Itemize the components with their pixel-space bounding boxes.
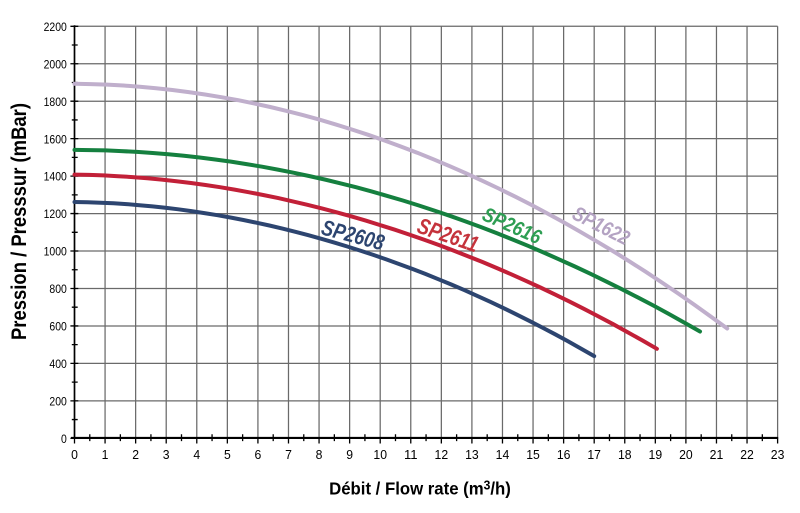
svg-text:200: 200 bbox=[49, 394, 66, 408]
svg-text:2: 2 bbox=[132, 447, 139, 462]
svg-text:6: 6 bbox=[255, 447, 262, 462]
svg-text:11: 11 bbox=[404, 447, 418, 462]
svg-text:19: 19 bbox=[649, 447, 663, 462]
svg-text:Débit / Flow rate (m3/h): Débit / Flow rate (m3/h) bbox=[329, 478, 511, 499]
svg-text:13: 13 bbox=[465, 447, 479, 462]
svg-text:1800: 1800 bbox=[44, 95, 67, 109]
svg-text:2000: 2000 bbox=[44, 57, 67, 71]
svg-text:14: 14 bbox=[496, 447, 510, 462]
svg-text:12: 12 bbox=[435, 447, 449, 462]
svg-text:22: 22 bbox=[740, 447, 754, 462]
svg-text:800: 800 bbox=[49, 282, 66, 296]
svg-text:4: 4 bbox=[193, 447, 200, 462]
svg-text:17: 17 bbox=[587, 447, 601, 462]
svg-text:21: 21 bbox=[710, 447, 724, 462]
svg-text:2200: 2200 bbox=[44, 20, 67, 34]
svg-text:600: 600 bbox=[49, 320, 66, 334]
svg-text:16: 16 bbox=[557, 447, 571, 462]
svg-text:20: 20 bbox=[679, 447, 693, 462]
svg-text:18: 18 bbox=[618, 447, 632, 462]
svg-text:1600: 1600 bbox=[44, 132, 67, 146]
svg-text:5: 5 bbox=[224, 447, 231, 462]
svg-text:0: 0 bbox=[71, 447, 78, 462]
svg-text:0: 0 bbox=[61, 432, 67, 446]
svg-text:8: 8 bbox=[316, 447, 323, 462]
svg-text:Pression / Presssur (mBar): Pression / Presssur (mBar) bbox=[8, 103, 31, 340]
svg-text:23: 23 bbox=[771, 447, 785, 462]
svg-text:10: 10 bbox=[373, 447, 387, 462]
svg-text:1400: 1400 bbox=[44, 170, 67, 184]
svg-text:7: 7 bbox=[285, 447, 292, 462]
svg-text:1200: 1200 bbox=[44, 207, 67, 221]
svg-text:400: 400 bbox=[49, 357, 66, 371]
svg-text:9: 9 bbox=[346, 447, 353, 462]
svg-text:1: 1 bbox=[102, 447, 109, 462]
svg-text:3: 3 bbox=[163, 447, 170, 462]
svg-text:15: 15 bbox=[526, 447, 540, 462]
svg-text:1000: 1000 bbox=[44, 245, 67, 259]
